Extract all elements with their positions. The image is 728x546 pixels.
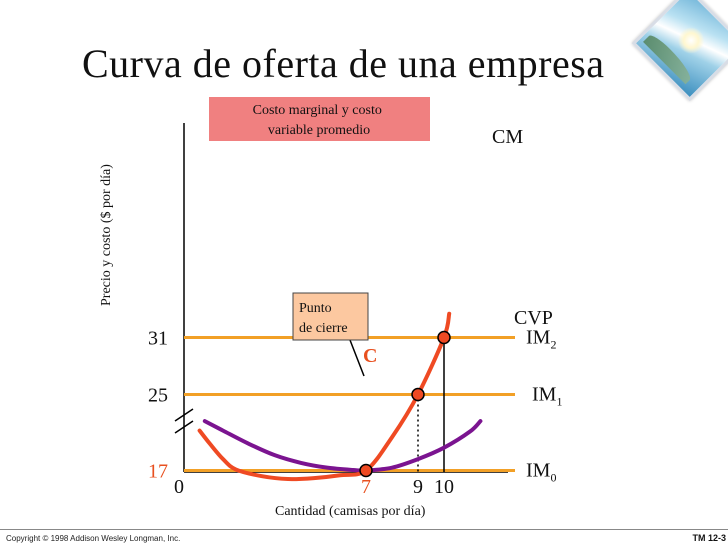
y-tick-label-31: 31 — [148, 328, 168, 350]
legend-box — [209, 97, 430, 141]
im2-label-text: IM — [526, 327, 551, 349]
cm-curve-label: CM — [492, 126, 523, 148]
marked-point-7-17 — [359, 463, 373, 478]
page-title: Curva de oferta de una empresa — [82, 41, 605, 86]
cvp-curve — [202, 419, 483, 473]
slide-number: TM 12-3 — [692, 533, 726, 543]
im1-label-subscript: 1 — [556, 395, 562, 409]
origin-label: 0 — [174, 476, 184, 498]
axis-break-icon — [174, 408, 194, 434]
im0-label-text: IM — [526, 460, 551, 482]
shutdown-callout-box — [292, 292, 369, 341]
y-tick-label-17: 17 — [148, 461, 168, 483]
marked-point-9-25 — [411, 387, 425, 402]
callout-line-2: de cierre — [299, 321, 348, 336]
x-tick-label-9: 9 — [413, 476, 423, 498]
legend-box-line-1: Costo marginal y costo — [253, 103, 382, 118]
legend-box-line-2: variable promedio — [268, 123, 370, 138]
x-axis-label: Cantidad (camisas por día) — [275, 504, 426, 519]
im2-label: IM2 — [526, 327, 556, 352]
y-tick-label-25: 25 — [148, 385, 168, 407]
x-tick-label-7: 7 — [361, 476, 371, 498]
footer-rule — [0, 529, 728, 530]
shutdown-callout-text: Punto de cierre — [299, 301, 348, 336]
copyright-text: Copyright © 1998 Addison Wesley Longman,… — [6, 534, 181, 543]
marked-point-10-31 — [437, 330, 451, 345]
x-tick-label-10: 10 — [434, 476, 454, 498]
im0-label-subscript: 0 — [550, 471, 556, 485]
im1-label: IM1 — [532, 384, 562, 409]
y-axis-label: Precio y costo ($ por día) — [99, 164, 114, 306]
im0-label: IM0 — [526, 460, 556, 485]
im2-label-subscript: 2 — [550, 338, 556, 352]
im1-label-text: IM — [532, 384, 557, 406]
legend-box-text: Costo marginal y costo variable promedio — [253, 103, 386, 138]
point-c-label: C — [363, 345, 377, 367]
callout-line-1: Punto — [299, 301, 332, 316]
cvp-curve-label: CVP — [514, 307, 553, 329]
callout-pointer — [349, 339, 365, 377]
